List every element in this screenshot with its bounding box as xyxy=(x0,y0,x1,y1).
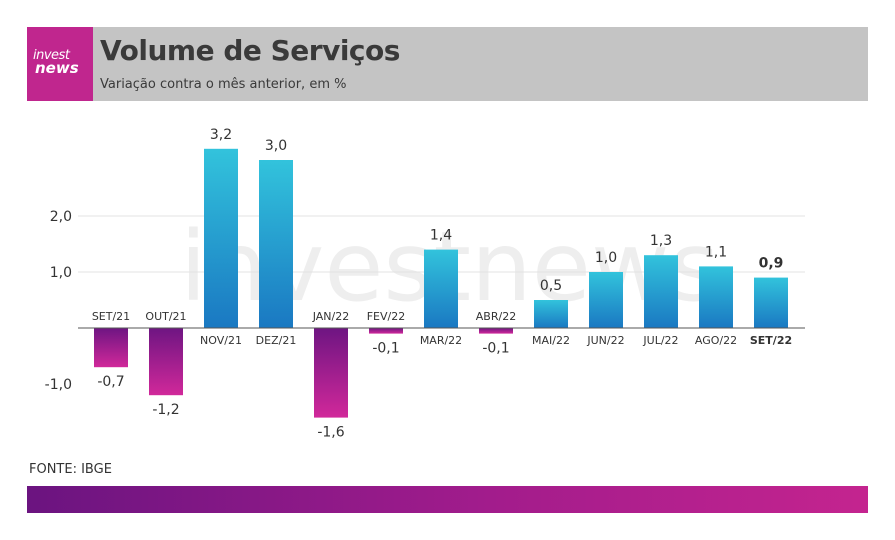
value-label: 3,2 xyxy=(210,127,232,143)
labels: 2,0 1,0 -1,0 SET/21 -0,7 OUT/21 -1,2 NOV/21 3,2 D… xyxy=(45,127,792,441)
value-label: 1,0 xyxy=(595,250,617,266)
value-label: 0,9 xyxy=(759,256,784,272)
y-tick-label: 1,0 xyxy=(50,265,72,281)
y-tick-label: -1,0 xyxy=(45,377,72,393)
source-note: FONTE: IBGE xyxy=(29,462,112,477)
category-label: AGO/22 xyxy=(695,334,737,347)
bar-ago-22 xyxy=(699,266,733,328)
bar-jun-22 xyxy=(589,272,623,328)
value-label: 0,5 xyxy=(540,278,562,294)
value-label: 1,4 xyxy=(430,228,452,244)
value-label: 1,3 xyxy=(650,233,672,249)
bar-out-21 xyxy=(149,328,183,396)
category-label: NOV/21 xyxy=(200,334,242,347)
bar-jan-22 xyxy=(314,328,348,418)
category-label: JUL/22 xyxy=(642,334,678,347)
y-tick-label: 2,0 xyxy=(50,209,72,225)
footer-bar xyxy=(27,486,868,513)
category-label: MAI/22 xyxy=(532,334,570,347)
bar-jul-22 xyxy=(644,255,678,328)
category-label: DEZ/21 xyxy=(256,334,297,347)
category-label: SET/22 xyxy=(750,334,792,347)
value-label: -1,6 xyxy=(317,425,344,441)
investnews-logo: invest news xyxy=(27,27,93,101)
category-label: JAN/22 xyxy=(312,310,350,323)
bar-set-21 xyxy=(94,328,128,368)
category-label: ABR/22 xyxy=(476,310,516,323)
logo-text-news: news xyxy=(35,59,79,77)
page-title: Volume de Serviços xyxy=(100,34,400,67)
bar-mar-22 xyxy=(424,249,458,328)
bars xyxy=(94,148,788,418)
category-label: FEV/22 xyxy=(367,310,406,323)
category-label: OUT/21 xyxy=(145,310,186,323)
value-label: -1,2 xyxy=(152,402,179,418)
value-label: -0,1 xyxy=(482,341,509,357)
chart-header: invest news Volume de Serviços Variação … xyxy=(27,27,868,101)
category-label: MAR/22 xyxy=(420,334,462,347)
logo-text-invest: invest xyxy=(33,48,70,63)
category-label: SET/21 xyxy=(92,310,130,323)
category-label: JUN/22 xyxy=(586,334,624,347)
bar-mai-22 xyxy=(534,300,568,328)
bar-dez-21 xyxy=(259,160,293,328)
bar-abr-22 xyxy=(479,328,513,334)
value-label: 3,0 xyxy=(265,138,287,154)
value-label: -0,7 xyxy=(97,374,124,390)
bar-nov-21 xyxy=(204,148,238,328)
bar-set-22 xyxy=(754,277,788,328)
value-label: 1,1 xyxy=(705,244,727,260)
page-subtitle: Variação contra o mês anterior, em % xyxy=(100,77,347,92)
value-label: -0,1 xyxy=(372,341,399,357)
bar-fev-22 xyxy=(369,328,403,334)
